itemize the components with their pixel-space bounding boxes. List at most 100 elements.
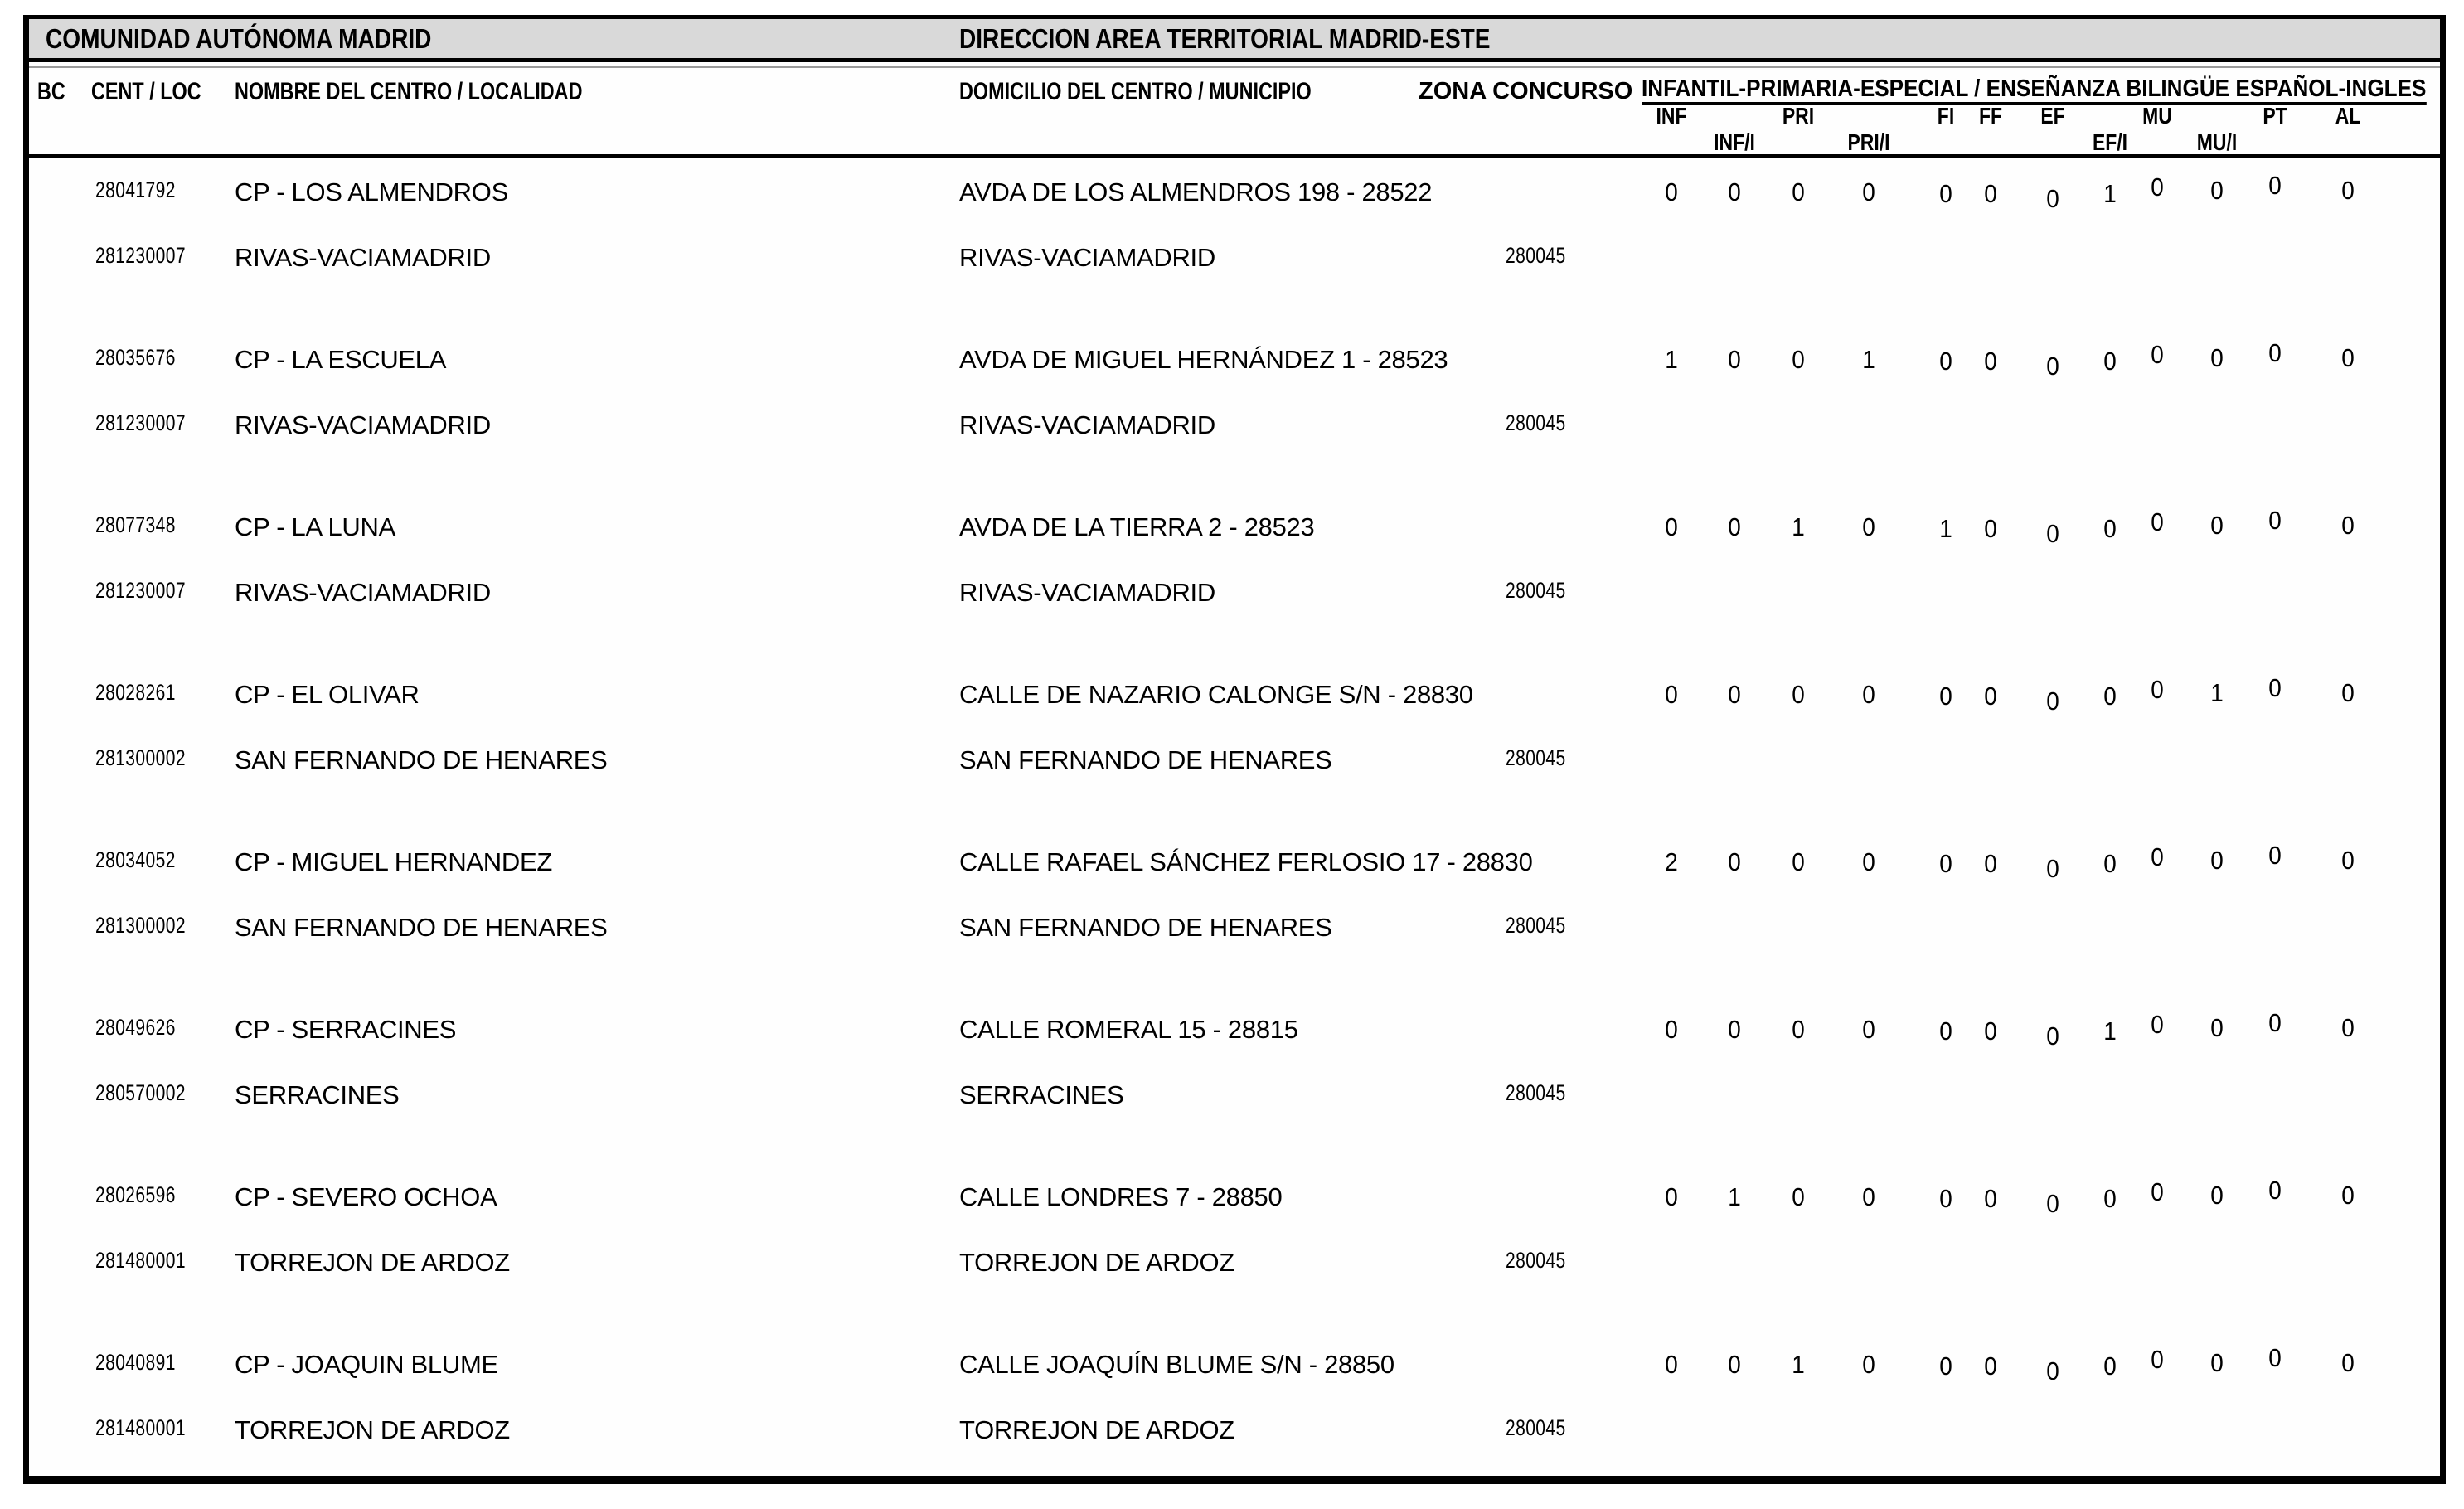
zona-value: 280045 [1506, 913, 1566, 938]
zona-value: 280045 [1506, 1415, 1566, 1440]
band-divider [29, 66, 2440, 68]
subcolumn-header-inf: INF [1656, 103, 1687, 129]
value-ef: 0 [2046, 352, 2059, 381]
value-ef-i: 1 [2103, 1017, 2117, 1046]
value-ef-i: 0 [2103, 347, 2117, 376]
value-inf: 0 [1665, 512, 1678, 541]
municipio: RIVAS-VACIAMADRID [959, 410, 1215, 439]
cent-code: 28026596 [95, 1182, 176, 1207]
zona-value: 280045 [1506, 745, 1566, 770]
column-header-nombre: NOMBRE DEL CENTRO / LOCALIDAD [235, 78, 583, 105]
subcolumn-header-inf-i: INF/I [1714, 129, 1755, 155]
value-pri-i: 0 [1862, 680, 1875, 709]
value-mu: 0 [2151, 1010, 2164, 1039]
municipio: SERRACINES [959, 1080, 1124, 1109]
value-ef: 0 [2046, 1356, 2059, 1385]
subcolumn-header-mu-i: MU/I [2196, 129, 2238, 155]
cent-code: 28077348 [95, 512, 176, 537]
value-pt: 0 [2268, 1176, 2282, 1205]
value-inf-i: 0 [1728, 847, 1741, 876]
value-inf: 0 [1665, 1182, 1678, 1211]
localidad: RIVAS-VACIAMADRID [235, 243, 491, 272]
header-band: COMUNIDAD AUTÓNOMA MADRID DIRECCION AREA… [29, 19, 2440, 62]
loc-code: 281480001 [95, 1415, 186, 1440]
value-fi: 1 [1939, 514, 1952, 543]
subcolumn-header-mu: MU [2142, 103, 2172, 129]
value-pri-i: 0 [1862, 512, 1875, 541]
value-pri-i: 0 [1862, 1350, 1875, 1379]
value-ef-i: 0 [2103, 849, 2117, 878]
column-header-zona-concurso: ZONA CONCURSO [1419, 78, 1633, 104]
cent-code: 28034052 [95, 847, 176, 872]
centro-name: CP - EL OLIVAR [235, 680, 420, 709]
header-rule [29, 154, 2440, 158]
value-mu: 0 [2151, 1177, 2164, 1206]
subcolumn-header-ef: EF [2040, 103, 2065, 129]
value-fi: 0 [1939, 1184, 1952, 1213]
centro-name: CP - JOAQUIN BLUME [235, 1350, 498, 1379]
cent-code: 28049626 [95, 1015, 176, 1040]
municipio: RIVAS-VACIAMADRID [959, 243, 1215, 272]
value-pt: 0 [2268, 506, 2282, 535]
centro-name: CP - LA LUNA [235, 512, 395, 541]
direccion-title: DIRECCION AREA TERRITORIAL MADRID-ESTE [959, 23, 1491, 54]
value-al: 0 [2341, 1348, 2355, 1377]
value-ef: 0 [2046, 519, 2059, 548]
value-pri-i: 0 [1862, 177, 1875, 206]
value-pri: 0 [1792, 1015, 1805, 1044]
value-inf-i: 0 [1728, 512, 1741, 541]
domicilio: AVDA DE LOS ALMENDROS 198 - 28522 [959, 177, 1433, 206]
value-al: 0 [2341, 1013, 2355, 1042]
domicilio: CALLE ROMERAL 15 - 28815 [959, 1015, 1298, 1044]
value-inf-i: 1 [1728, 1182, 1741, 1211]
zona-value: 280045 [1506, 1080, 1566, 1105]
municipio: SAN FERNANDO DE HENARES [959, 913, 1332, 942]
value-inf-i: 0 [1728, 177, 1741, 206]
value-pri: 0 [1792, 847, 1805, 876]
value-ef-i: 0 [2103, 514, 2117, 543]
value-ff: 0 [1984, 514, 1997, 543]
value-mu-i: 0 [2210, 343, 2224, 372]
value-mu-i: 1 [2210, 678, 2224, 707]
localidad: SAN FERNANDO DE HENARES [235, 745, 608, 774]
localidad: TORREJON DE ARDOZ [235, 1248, 510, 1277]
subcolumn-header-pri: PRI [1782, 103, 1815, 129]
value-mu-i: 0 [2210, 846, 2224, 875]
value-al: 0 [2341, 846, 2355, 875]
value-ef: 0 [2046, 1021, 2059, 1050]
value-fi: 0 [1939, 347, 1952, 376]
value-inf: 2 [1665, 847, 1678, 876]
value-pt: 0 [2268, 1343, 2282, 1372]
value-pri: 1 [1792, 512, 1805, 541]
municipio: RIVAS-VACIAMADRID [959, 578, 1215, 607]
value-inf: 0 [1665, 1015, 1678, 1044]
domicilio: CALLE JOAQUÍN BLUME S/N - 28850 [959, 1350, 1394, 1379]
column-header-bc: BC [37, 78, 65, 105]
value-ef: 0 [2046, 854, 2059, 883]
zona-value: 280045 [1506, 1248, 1566, 1273]
value-mu-i: 0 [2210, 1181, 2224, 1210]
value-pt: 0 [2268, 171, 2282, 200]
value-ef: 0 [2046, 687, 2059, 716]
value-pt: 0 [2268, 841, 2282, 870]
value-ef-i: 0 [2103, 1351, 2117, 1380]
cent-code: 28035676 [95, 345, 176, 370]
subcolumn-header-fi: FI [1937, 103, 1955, 129]
value-ff: 0 [1984, 179, 1997, 208]
value-mu: 0 [2151, 1345, 2164, 1374]
value-pri-i: 0 [1862, 1015, 1875, 1044]
value-pri-i: 0 [1862, 1182, 1875, 1211]
value-pt: 0 [2268, 1008, 2282, 1037]
value-fi: 0 [1939, 1351, 1952, 1380]
value-inf-i: 0 [1728, 1350, 1741, 1379]
localidad: RIVAS-VACIAMADRID [235, 578, 491, 607]
zona-value: 280045 [1506, 410, 1566, 435]
comunidad-title: COMUNIDAD AUTÓNOMA MADRID [46, 23, 432, 54]
value-mu-i: 0 [2210, 1013, 2224, 1042]
value-pri: 0 [1792, 680, 1805, 709]
value-ff: 0 [1984, 1017, 1997, 1046]
value-mu-i: 0 [2210, 1348, 2224, 1377]
value-ef-i: 1 [2103, 179, 2117, 208]
municipio: TORREJON DE ARDOZ [959, 1248, 1234, 1277]
value-pri: 0 [1792, 345, 1805, 374]
